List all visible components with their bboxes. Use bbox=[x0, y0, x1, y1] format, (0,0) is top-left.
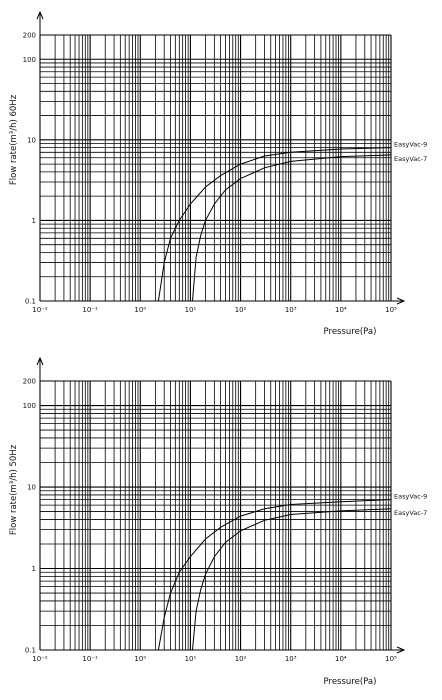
x-tick-label: 10⁻¹ bbox=[82, 655, 98, 663]
x-axis-title: Pressure(Pa) bbox=[324, 677, 377, 687]
x-tick-label: 10⁻¹ bbox=[82, 306, 98, 314]
series-line-easyvac-9 bbox=[157, 147, 392, 302]
series-line-easyvac-7 bbox=[192, 508, 392, 651]
x-axis-title: Pressure(Pa) bbox=[324, 327, 377, 337]
y-axis-title: Flow rate(m³/h) 60Hz bbox=[9, 94, 19, 185]
chart-50hz: 10⁻² 10⁻¹ 10⁰ 10¹ 10² 10³ 10⁴ 10⁵ 200 100 10 1 0.1 Fl… bbox=[9, 356, 427, 687]
x-tick-label: 10² bbox=[235, 655, 247, 663]
x-tick-label: 10⁻² bbox=[32, 655, 48, 663]
y-tick-label: 100 bbox=[23, 402, 36, 410]
x-tick-label: 10⁰ bbox=[134, 306, 146, 314]
y-axis-arrow bbox=[36, 10, 44, 20]
x-axis-arrow bbox=[396, 297, 406, 305]
y-tick-label: 1 bbox=[32, 565, 36, 573]
y-tick-label: 200 bbox=[23, 32, 36, 40]
y-tick-label: 100 bbox=[23, 56, 36, 64]
y-tick-label: 0.1 bbox=[25, 298, 36, 306]
x-tick-label: 10⁵ bbox=[385, 306, 397, 314]
x-tick-label: 10³ bbox=[285, 655, 297, 663]
series-line-easyvac-9 bbox=[157, 499, 392, 651]
x-tick-label: 10² bbox=[235, 306, 247, 314]
x-tick-label: 10⁻² bbox=[32, 306, 48, 314]
x-tick-label: 10⁵ bbox=[385, 655, 397, 663]
x-tick-label: 10¹ bbox=[185, 306, 197, 314]
series-line-easyvac-7 bbox=[192, 154, 392, 302]
y-axis-arrow bbox=[36, 356, 44, 366]
x-tick-label: 10⁰ bbox=[134, 655, 146, 663]
y-tick-label: 200 bbox=[23, 378, 36, 386]
y-tick-label: 10 bbox=[27, 136, 36, 144]
y-tick-label: 10 bbox=[27, 484, 36, 492]
x-tick-label: 10¹ bbox=[185, 655, 197, 663]
y-tick-label: 0.1 bbox=[25, 647, 36, 655]
y-axis-title: Flow rate(m³/h) 50Hz bbox=[9, 444, 19, 535]
chart-60hz: 10⁻² 10⁻¹ 10⁰ 10¹ 10² 10³ 10⁴ 10⁵ 200 100 10 1 0.1 Fl… bbox=[9, 10, 427, 337]
x-tick-label: 10³ bbox=[285, 306, 297, 314]
series-label: EasyVac-7 bbox=[394, 155, 427, 163]
y-tick-label: 1 bbox=[32, 217, 36, 225]
series-label: EasyVac-9 bbox=[394, 493, 427, 501]
series-label: EasyVac-9 bbox=[394, 141, 427, 149]
x-axis-arrow bbox=[396, 646, 406, 654]
x-tick-label: 10⁴ bbox=[335, 306, 347, 314]
series-label: EasyVac-7 bbox=[394, 509, 427, 517]
x-tick-label: 10⁴ bbox=[335, 655, 347, 663]
